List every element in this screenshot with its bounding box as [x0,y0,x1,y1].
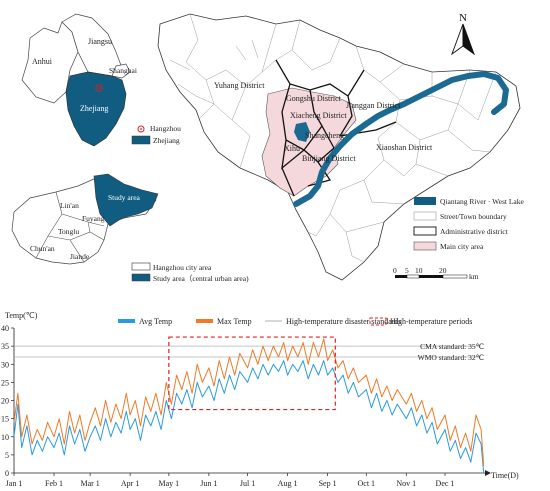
high-temperature-period-box [168,336,336,411]
y-tick-label: 35 [1,342,9,351]
legend-zhejiang-label: Zhejiang [153,136,180,145]
district-label-binjiang: Binjiang District [302,154,356,163]
province-label-jiangsu: Jiangsu [88,37,112,46]
legend-hangzhou-label: Hangzhou [150,124,181,133]
north-arrow: N [451,12,475,56]
legend-district-label: Administrative district [440,227,509,236]
legend-standard-label: High-temperature disaster standards [286,317,402,326]
legend-river-swatch [414,197,436,205]
legend-hangzhou-marker [137,125,145,133]
province-label-anhui: Anhui [32,57,53,66]
anhui-region [21,21,79,104]
y-tick-label: 40 [1,324,9,333]
y-tick-label: 25 [1,378,9,387]
legend-river-label: Qiantang River · West Lake [440,197,524,206]
legend-avg-label: Avg Temp [139,317,172,326]
x-axis-label: Time(D) [491,471,519,480]
y-tick-label: 30 [1,360,9,369]
main-district-map: Yuhang District Gongshu District Xiachen… [157,13,521,281]
scale-tick-20: 20 [439,266,447,275]
x-tick-label: Oct 1 [358,479,376,488]
district-label-jianggan: Jianggan District [346,101,401,110]
province-inset-map: Anhui Jiangsu Shanghai Zhejiang Hangzhou… [21,13,181,147]
district-label-shangcheng: Shangcheng [305,131,344,140]
scale-unit: km [469,272,479,281]
x-tick-label: Aug 1 [278,479,298,488]
scale-tick-5: 5 [405,266,409,275]
series-line-avg [13,360,485,474]
city-label-chunan: Chun'an [30,244,55,253]
legend-district-swatch [413,226,437,236]
x-tick-label: Mar 1 [80,479,99,488]
scale-tick-0: 0 [393,266,397,275]
y-tick-label: 5 [5,451,9,460]
x-tick-label: Feb 1 [45,479,63,488]
north-label: N [459,12,467,24]
scale-tick-10: 10 [415,266,423,275]
west-lake [294,122,310,142]
chart-plot-area: 0 5 10 15 20 25 30 35 40 Jan 1 Feb 1 Mar 1 Apr 1 May … [1,324,491,488]
district-label-yuhang: Yuhang District [214,81,265,90]
x-tick-label: May 1 [159,479,180,488]
district-label-xiaoshan: Xiaoshan District [376,143,433,152]
main-map-legend: Qiantang River · West Lake Street/Town b… [413,197,524,251]
legend-city-label: Hangzhou city area [153,263,212,272]
city-label-tonglu: Tonglu [58,227,79,236]
city-label-jiande: Jiande [70,252,90,261]
qiantang-river [293,71,509,207]
city-inset-map: Lin'an Fuyang Tonglu Chun'an Jiande Stud… [11,173,249,283]
main-city-area [261,87,357,197]
district-label-gongshu: Gongshu District [286,94,342,103]
x-axis-arrow [485,470,491,476]
y-tick-label: 0 [5,469,9,478]
x-tick-label: Dec 1 [436,479,455,488]
legend-zhejiang-swatch [131,135,151,145]
y-axis-label: Temp(℃) [5,311,38,320]
legend-period-label: High-temperature periods [390,317,472,326]
x-tick-label: Apr 1 [121,479,139,488]
x-tick-label: Sep 1 [319,479,337,488]
legend-hangzhou-dot [140,128,142,130]
standard-label: CMA standard: 35℃ [420,342,484,351]
city-label-study-area: Study area [108,193,141,202]
hangzhou-point-dot [98,87,100,89]
legend-period-swatch [369,317,387,326]
scale-bar: 0 5 10 20 km [393,266,479,281]
hangzhou-point-marker [95,84,103,92]
chart-legend: Avg Temp Max Temp High-temperature disas… [118,317,472,326]
zhejiang-region [65,71,127,147]
administrative-district-boundaries [275,59,397,197]
y-tick-label: 15 [1,415,9,424]
district-label-xiacheng: Xiacheng District [290,111,347,120]
x-tick-label: Jan 1 [6,479,23,488]
province-label-shanghai: Shanghai [109,66,137,75]
legend-max-label: Max Temp [217,317,252,326]
x-tick-label: Jun 1 [200,479,217,488]
study-area-region [93,173,159,227]
legend-maincity-swatch [413,241,437,251]
y-tick-label: 10 [1,433,9,442]
city-label-fuyang: Fuyang [82,214,105,223]
legend-maincity-label: Main city area [440,242,484,251]
legend-study-swatch [131,273,151,282]
legend-study-label: Study area（central urban area) [153,274,249,283]
legend-street-swatch [413,211,437,221]
x-tick-label: Jul 1 [240,479,255,488]
north-arrow-right [462,23,475,56]
temperature-chart: Temp(℃) Avg Temp Max Temp High-temperatu… [1,311,519,488]
county-borders [35,191,105,263]
x-tick-label: Nov 1 [396,479,416,488]
province-label-zhejiang: Zhejiang [80,104,108,113]
city-label-linan: Lin'an [60,201,79,210]
legend-city-swatch [131,262,151,271]
series-line-max [13,338,485,466]
standard-label: WMO standard: 32℃ [418,353,485,362]
district-label-xihu: Xihu [284,144,300,153]
north-arrow-left [451,23,464,56]
y-tick-label: 20 [1,397,9,406]
shanghai-region [111,63,131,79]
legend-street-label: Street/Town boundary [440,212,507,221]
